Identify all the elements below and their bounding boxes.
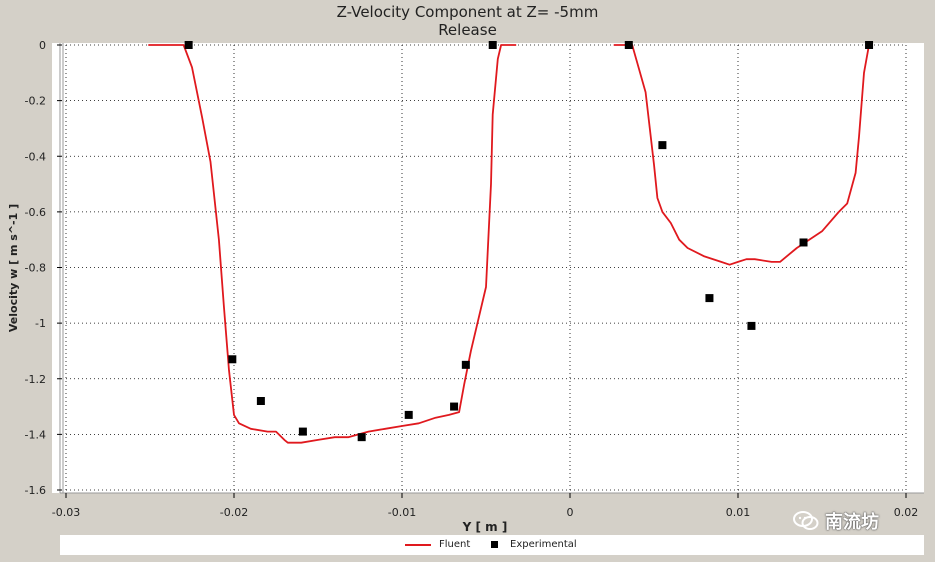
y-axis-label: Velocity w [ m s^-1 ] xyxy=(7,204,20,332)
legend-swatch-line xyxy=(405,543,431,546)
experimental-point xyxy=(747,321,756,330)
x-tick-label: 0 xyxy=(567,506,574,519)
y-tick-label: -0.6 xyxy=(25,206,46,219)
fluent-series-line-segment-1 xyxy=(148,44,517,444)
x-tick-label: -0.01 xyxy=(388,506,416,519)
y-tick-label: 0 xyxy=(39,39,46,52)
fluent-series-line-segment-2 xyxy=(613,44,870,266)
experimental-point xyxy=(228,355,237,364)
experimental-point xyxy=(658,141,667,150)
x-tick-label: -0.03 xyxy=(52,506,80,519)
legend-item-fluent: Fluent xyxy=(405,539,470,550)
legend-swatch-square xyxy=(491,541,498,548)
x-tick-label: 0.01 xyxy=(726,506,751,519)
chart-title: Z-Velocity Component at Z= -5mm xyxy=(336,3,599,21)
legend: Fluent Experimental xyxy=(60,535,924,555)
experimental-point xyxy=(461,360,470,369)
y-tick-label: -1 xyxy=(35,317,46,330)
y-tick-label: -0.4 xyxy=(25,150,46,163)
chart-subtitle: Release xyxy=(438,21,497,39)
grid-lines xyxy=(65,44,907,491)
experimental-point xyxy=(298,427,307,436)
experimental-point xyxy=(488,41,497,49)
experimental-point xyxy=(256,397,265,405)
experimental-point xyxy=(624,41,633,49)
x-axis-label: Y [ m ] xyxy=(462,520,508,534)
experimental-point xyxy=(799,238,808,247)
experimental-point xyxy=(865,41,874,49)
y-tick-label: -1.6 xyxy=(25,484,46,497)
watermark-text: 南流坊 xyxy=(825,512,879,533)
experimental-point xyxy=(184,41,193,49)
legend-label-experimental: Experimental xyxy=(510,539,577,550)
x-tick-label: 0.02 xyxy=(894,506,919,519)
experimental-point xyxy=(404,410,413,419)
legend-label-fluent: Fluent xyxy=(439,539,471,550)
watermark: 南流坊 xyxy=(793,508,879,534)
experimental-point xyxy=(357,433,366,442)
legend-item-experimental: Experimental xyxy=(491,539,577,550)
y-tick-label: -0.8 xyxy=(25,262,46,275)
y-tick-label: -1.4 xyxy=(25,428,46,441)
y-tick-label: -1.2 xyxy=(25,373,46,386)
x-tick-label: -0.02 xyxy=(220,506,248,519)
plot-area xyxy=(52,43,924,493)
experimental-point xyxy=(705,294,714,303)
wechat-icon xyxy=(793,511,819,530)
experimental-point xyxy=(450,402,459,411)
y-tick-label: -0.2 xyxy=(25,95,46,108)
